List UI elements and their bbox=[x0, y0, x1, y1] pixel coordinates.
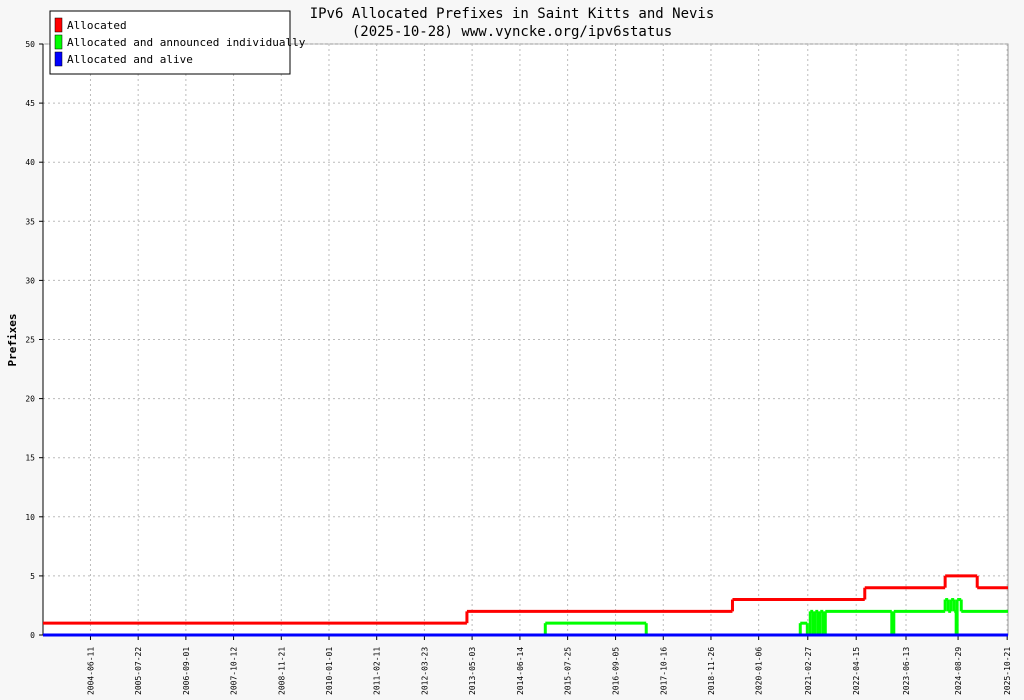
x-tick-label: 2004-06-11 bbox=[86, 647, 95, 695]
chart-subtitle: (2025-10-28) www.vyncke.org/ipv6status bbox=[352, 24, 672, 40]
legend-label: Allocated and alive bbox=[67, 53, 193, 66]
y-tick-label: 30 bbox=[25, 276, 35, 285]
legend: Allocated Allocated and announced individ… bbox=[49, 10, 306, 75]
x-tick-label: 2007-10-12 bbox=[230, 647, 239, 695]
y-tick-label: 40 bbox=[25, 158, 35, 167]
y-tick-label: 25 bbox=[25, 336, 35, 345]
x-tick-label: 2015-07-25 bbox=[564, 647, 573, 695]
chart-title: IPv6 Allocated Prefixes in Saint Kitts a… bbox=[310, 6, 715, 22]
legend-swatch bbox=[54, 17, 63, 33]
legend-label: Allocated bbox=[67, 19, 127, 32]
y-tick-label: 5 bbox=[30, 572, 35, 581]
series-line bbox=[43, 574, 1008, 625]
legend-swatch bbox=[54, 34, 63, 50]
x-tick-label: 2020-01-06 bbox=[755, 647, 764, 695]
x-tick-label: 2011-02-11 bbox=[373, 647, 382, 695]
x-tick-label: 2008-11-21 bbox=[277, 647, 286, 695]
y-tick-label: 45 bbox=[25, 99, 35, 108]
x-tick-label: 2025-10-21 bbox=[1003, 647, 1012, 695]
y-tick-label: 10 bbox=[25, 513, 35, 522]
y-axis-label: Prefixes bbox=[6, 314, 19, 367]
y-tick-label: 15 bbox=[25, 454, 35, 463]
legend-label: Allocated and announced individually bbox=[67, 36, 306, 49]
x-tick-label: 2024-08-29 bbox=[954, 647, 963, 695]
x-tick-label: 2016-09-05 bbox=[612, 647, 621, 695]
y-tick-label: 50 bbox=[25, 40, 35, 49]
y-tick-label: 20 bbox=[25, 395, 35, 404]
x-tick-label: 2010-01-01 bbox=[325, 647, 334, 695]
x-tick-label: 2022-04-15 bbox=[852, 647, 861, 695]
y-tick-label: 35 bbox=[25, 217, 35, 226]
x-tick-label: 2013-05-03 bbox=[468, 647, 477, 695]
x-tick-label: 2012-03-23 bbox=[420, 647, 429, 695]
x-tick-label: 2021-02-27 bbox=[804, 647, 813, 695]
x-tick-label: 2017-10-16 bbox=[659, 647, 668, 695]
x-tick-label: 2005-07-22 bbox=[134, 647, 143, 695]
x-tick-label: 2014-06-14 bbox=[516, 647, 525, 695]
x-tick-label: 2018-11-26 bbox=[707, 647, 716, 695]
legend-swatch bbox=[54, 51, 63, 67]
y-tick-label: 0 bbox=[30, 631, 35, 640]
x-tick-label: 2006-09-01 bbox=[182, 647, 191, 695]
legend-box bbox=[49, 10, 291, 75]
x-tick-label: 2023-06-13 bbox=[902, 647, 911, 695]
